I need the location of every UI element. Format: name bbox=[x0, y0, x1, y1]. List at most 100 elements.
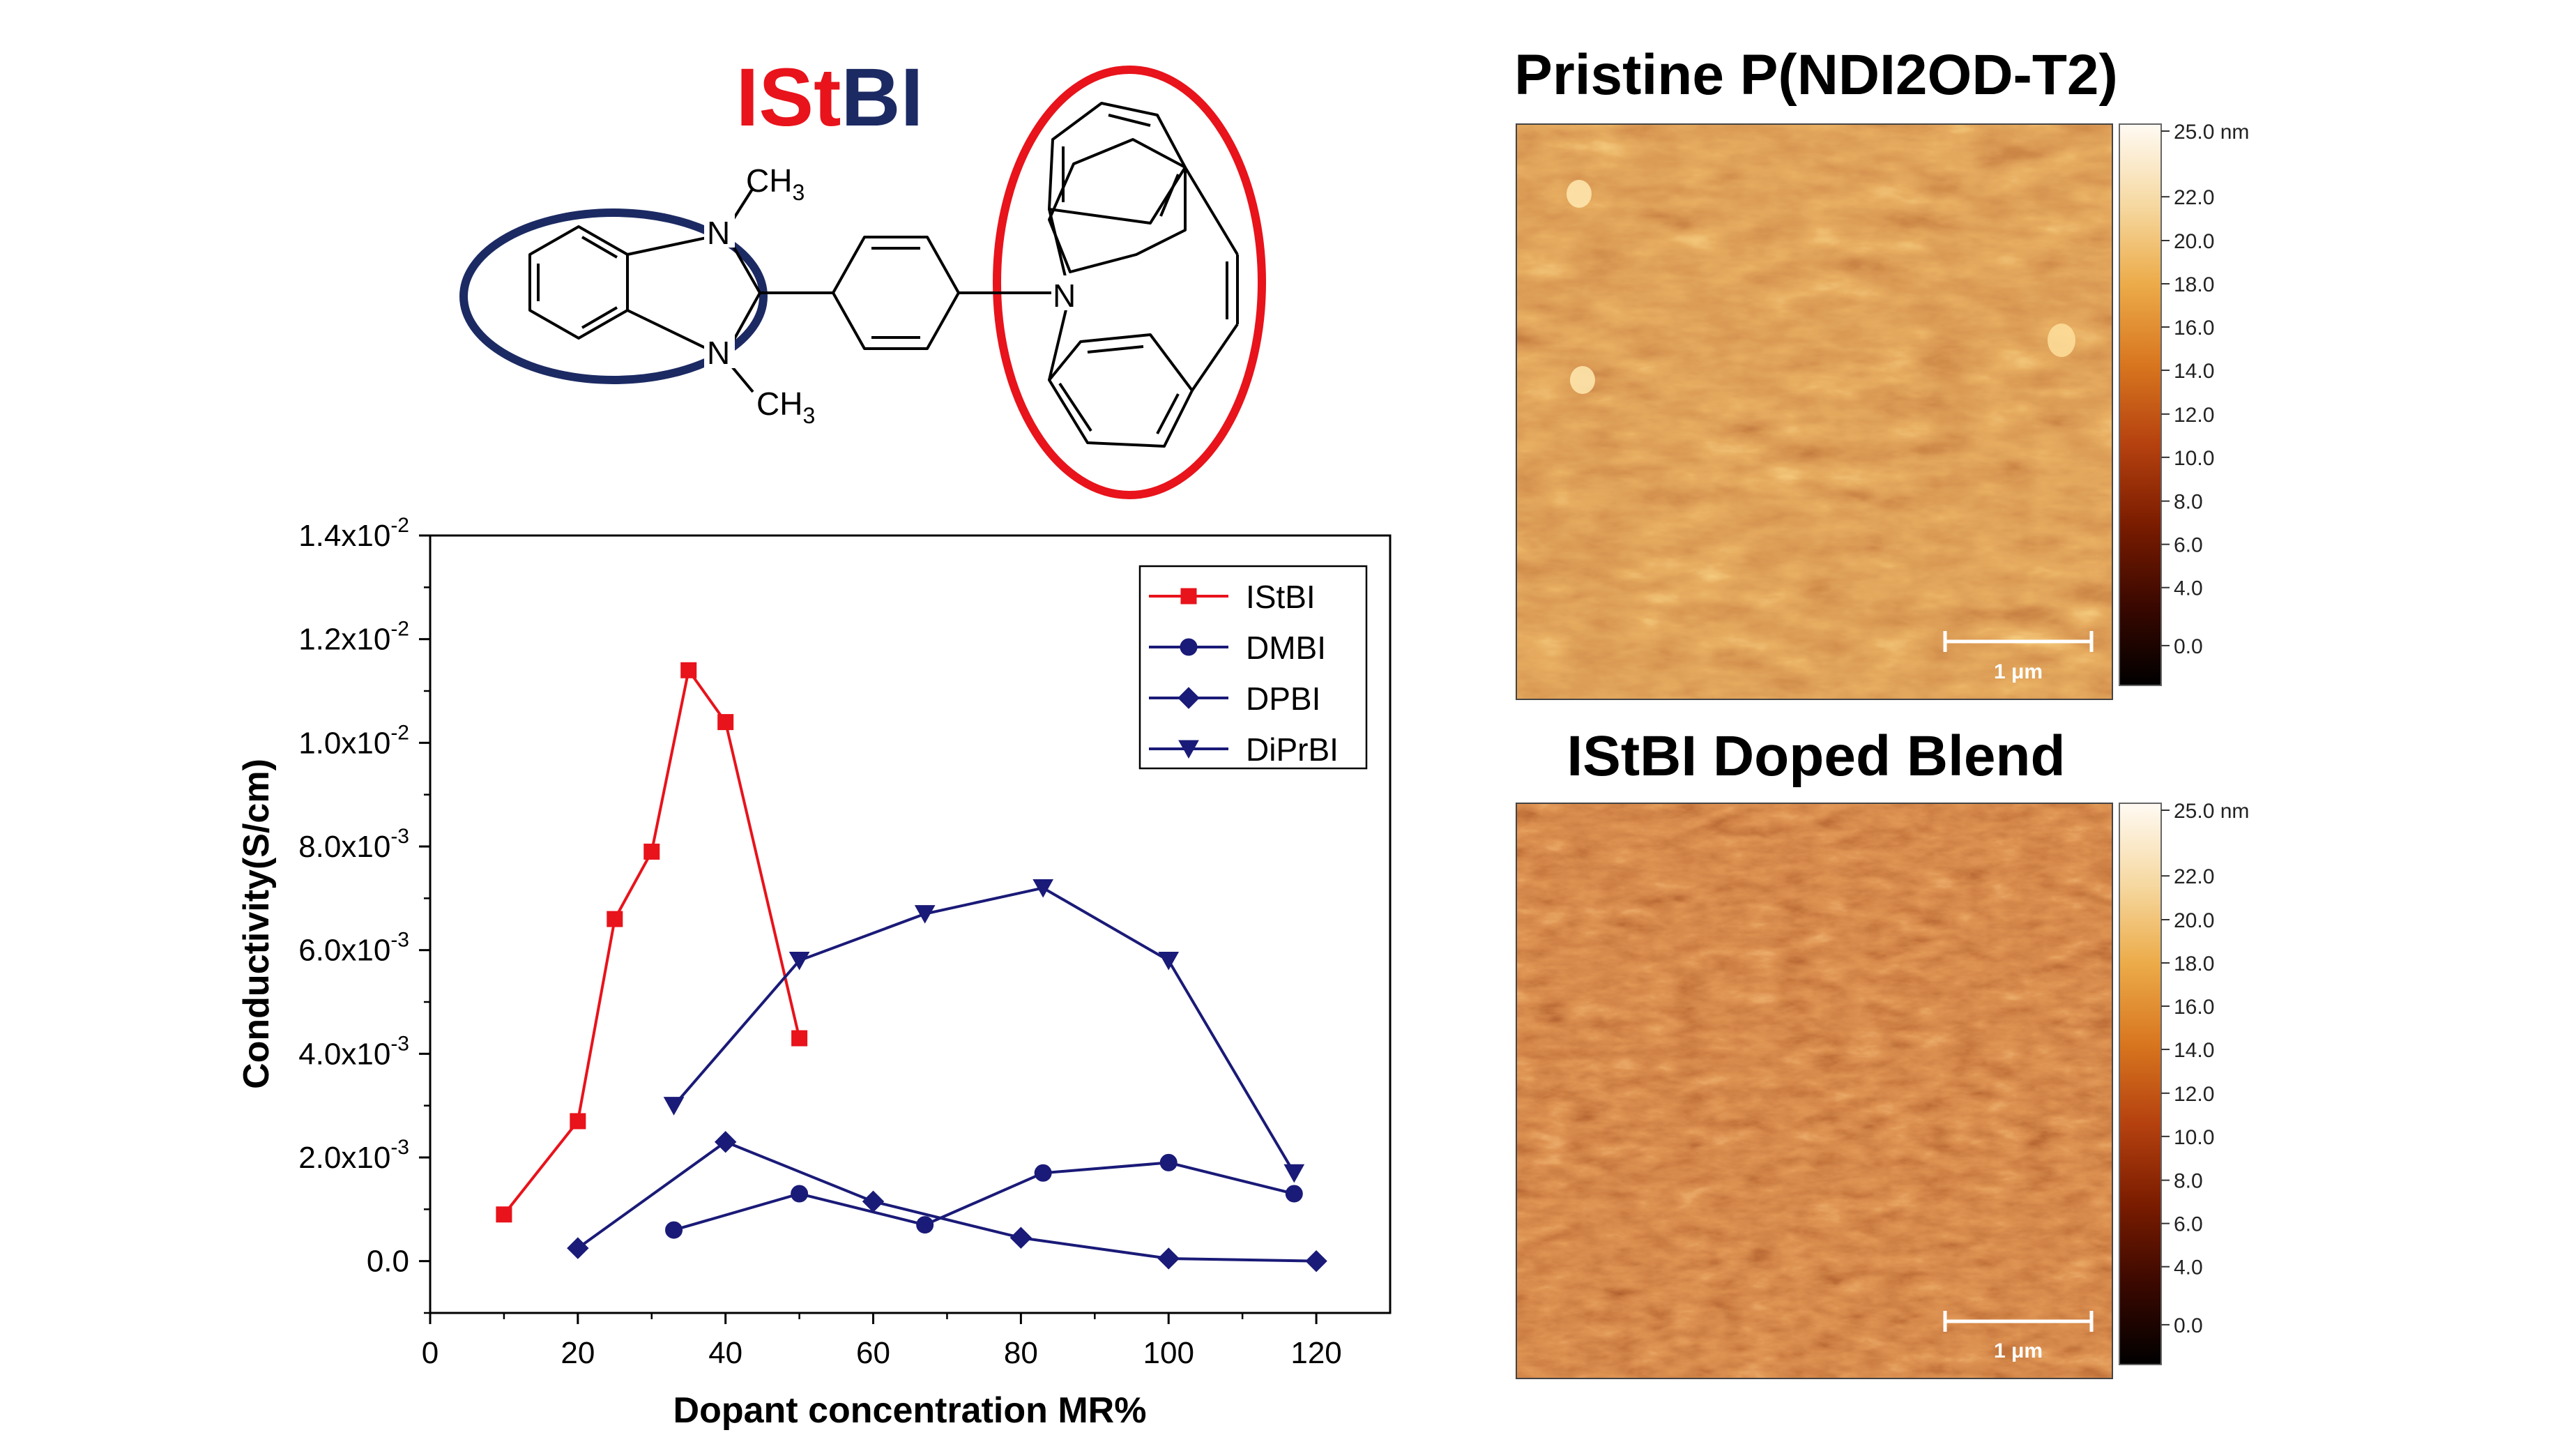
n3-bg bbox=[1051, 275, 1082, 310]
molecule-labels: N N N CH3 CH3 bbox=[704, 162, 1082, 428]
data-point-dmbi bbox=[1285, 1185, 1303, 1203]
afm-bright-spot-2 bbox=[1570, 366, 1595, 394]
colorbar-tick-label: 18.0 bbox=[2174, 273, 2214, 296]
data-point-dmbi bbox=[665, 1221, 683, 1239]
nitrogen-label-1: N bbox=[707, 215, 730, 251]
afm-title-pristine: Pristine P(NDI2OD-T2) bbox=[1514, 43, 2118, 107]
y-tick-label: 4.0x10-3 bbox=[298, 1032, 409, 1071]
molecule-name-part2: BI bbox=[841, 52, 923, 144]
x-axis-label: Dopant concentration MR% bbox=[673, 1390, 1147, 1431]
data-point-dmbi bbox=[791, 1185, 809, 1203]
data-point-dpbi bbox=[567, 1237, 589, 1259]
data-point-dmbi bbox=[1034, 1164, 1052, 1182]
molecule-name-part1: ISt bbox=[736, 52, 841, 144]
series-line-istbi bbox=[503, 667, 801, 1216]
series-diprbi bbox=[663, 879, 1305, 1183]
legend-label-diprbi: DiPrBI bbox=[1246, 731, 1339, 768]
y-tick-label: 1.4x10-2 bbox=[298, 514, 409, 553]
y-axis-ticks: 0.0 2.0x10-3 4.0x10-3 6.0x10-3 8.0x10-3 1.0x1… bbox=[298, 514, 430, 1314]
series-layer bbox=[496, 662, 1327, 1273]
legend-label-dmbi: DMBI bbox=[1246, 630, 1326, 666]
colorbar-tick-label: 12.0 bbox=[2174, 1083, 2214, 1106]
data-point-dpbi bbox=[714, 1130, 737, 1153]
legend-label-istbi: IStBI bbox=[1246, 579, 1316, 615]
dibenzazepine-highlight-ellipse bbox=[993, 66, 1266, 499]
plot-frame bbox=[429, 534, 1392, 1314]
afm-panel-pristine: Pristine P(NDI2OD-T2) 1 μm 25.0 nm 22.0 20… bbox=[1514, 43, 2249, 700]
data-point-diprbi bbox=[1158, 952, 1180, 971]
legend-marker-dmbi bbox=[1180, 638, 1198, 656]
colorbar-tick-label: 4.0 bbox=[2174, 1256, 2203, 1279]
series-line-diprbi bbox=[673, 886, 1296, 1174]
y-tick-label: 6.0x10-3 bbox=[298, 929, 409, 968]
colorbar-tick-label: 16.0 bbox=[2174, 317, 2214, 340]
colorbar-gradient bbox=[2119, 123, 2162, 686]
n1-bg bbox=[704, 213, 735, 248]
colorbar-tick-label: 14.0 bbox=[2174, 1039, 2214, 1062]
colorbar-tick-label: 22.0 bbox=[2174, 865, 2214, 888]
afm-title-doped: IStBI Doped Blend bbox=[1567, 724, 2065, 788]
y-tick-label: 2.0x10-3 bbox=[298, 1136, 409, 1175]
data-point-diprbi bbox=[1032, 879, 1054, 898]
data-point-istbi bbox=[791, 1030, 808, 1047]
colorbar-tick-label: 6.0 bbox=[2174, 534, 2203, 557]
colorbar-tick-label: 18.0 bbox=[2174, 952, 2214, 975]
colorbar-tick-label: 20.0 bbox=[2174, 230, 2214, 253]
colorbar-tick-label: 14.0 bbox=[2174, 360, 2214, 383]
colorbar-tick-label: 25.0 nm bbox=[2174, 800, 2249, 823]
data-point-dpbi bbox=[1305, 1249, 1327, 1273]
x-tick-label: 100 bbox=[1143, 1336, 1194, 1370]
colorbar-tick-label: 22.0 bbox=[2174, 186, 2214, 209]
afm-bright-spot-1 bbox=[1567, 180, 1592, 208]
y-tick-label: 1.2x10-2 bbox=[298, 618, 409, 657]
afm-panel-doped: IStBI Doped Blend 1 μm 25.0 nm 22.0 20.0 18… bbox=[1516, 724, 2249, 1379]
colorbar-pristine: 25.0 nm 22.0 20.0 18.0 16.0 14.0 12.0 10.0 8.0 6.… bbox=[2119, 121, 2249, 686]
colorbar-tick-label: 25.0 nm bbox=[2174, 121, 2249, 144]
data-point-diprbi bbox=[788, 952, 810, 971]
colorbar-tick-label: 20.0 bbox=[2174, 909, 2214, 932]
colorbar-gradient bbox=[2119, 803, 2162, 1365]
y-axis-label: Conductivity(S/cm) bbox=[236, 759, 277, 1089]
x-tick-label: 120 bbox=[1290, 1336, 1341, 1370]
colorbar-tick-label: 0.0 bbox=[2174, 635, 2203, 658]
x-tick-label: 0 bbox=[422, 1336, 439, 1370]
series-dmbi bbox=[665, 1153, 1303, 1239]
colorbar-tick-label: 8.0 bbox=[2174, 1170, 2203, 1193]
afm-bright-spot-3 bbox=[2048, 324, 2075, 357]
series-istbi bbox=[496, 662, 808, 1223]
series-line-dmbi bbox=[673, 1161, 1295, 1231]
colorbar-tick-label: 6.0 bbox=[2174, 1213, 2203, 1236]
colorbar-tick-label: 16.0 bbox=[2174, 996, 2214, 1019]
colorbar-tick-label: 4.0 bbox=[2174, 577, 2203, 600]
legend-marker-diprbi bbox=[1178, 740, 1199, 759]
data-point-dmbi bbox=[1159, 1153, 1178, 1171]
molecule-bonds bbox=[528, 102, 1239, 448]
colorbar-doped: 25.0 nm 22.0 20.0 18.0 16.0 14.0 12.0 10.0 8.0 6.… bbox=[2119, 800, 2249, 1365]
y-tick-label: 0.0 bbox=[367, 1245, 409, 1279]
colorbar-tick-label: 10.0 bbox=[2174, 1126, 2214, 1149]
series-line-dpbi bbox=[577, 1140, 1317, 1263]
chart-legend: IStBI DMBI DPBI DiPrBI bbox=[1138, 565, 1368, 770]
methyl-label-top: CH3 bbox=[746, 162, 805, 205]
afm-image-doped bbox=[1516, 803, 2112, 1378]
legend-marker-dpbi bbox=[1178, 687, 1200, 709]
molecule-name: IStBI bbox=[736, 52, 924, 144]
data-point-diprbi bbox=[663, 1097, 685, 1116]
scalebar-label-doped: 1 μm bbox=[1994, 1339, 2043, 1362]
data-point-istbi bbox=[717, 714, 734, 731]
y-tick-label: 8.0x10-3 bbox=[298, 825, 409, 864]
legend-box bbox=[1138, 565, 1368, 770]
colorbar-tick-label: 12.0 bbox=[2174, 404, 2214, 427]
x-tick-label: 80 bbox=[1004, 1336, 1038, 1370]
scalebar-label-pristine: 1 μm bbox=[1994, 660, 2043, 683]
afm-border-doped bbox=[1516, 803, 2113, 1379]
data-point-diprbi bbox=[1283, 1164, 1305, 1183]
scalebar-pristine bbox=[1943, 631, 2094, 652]
colorbar-tick-label: 10.0 bbox=[2174, 447, 2214, 470]
x-tick-label: 40 bbox=[708, 1336, 742, 1370]
x-tick-label: 60 bbox=[856, 1336, 890, 1370]
data-point-istbi bbox=[570, 1113, 586, 1130]
data-point-diprbi bbox=[914, 905, 936, 924]
